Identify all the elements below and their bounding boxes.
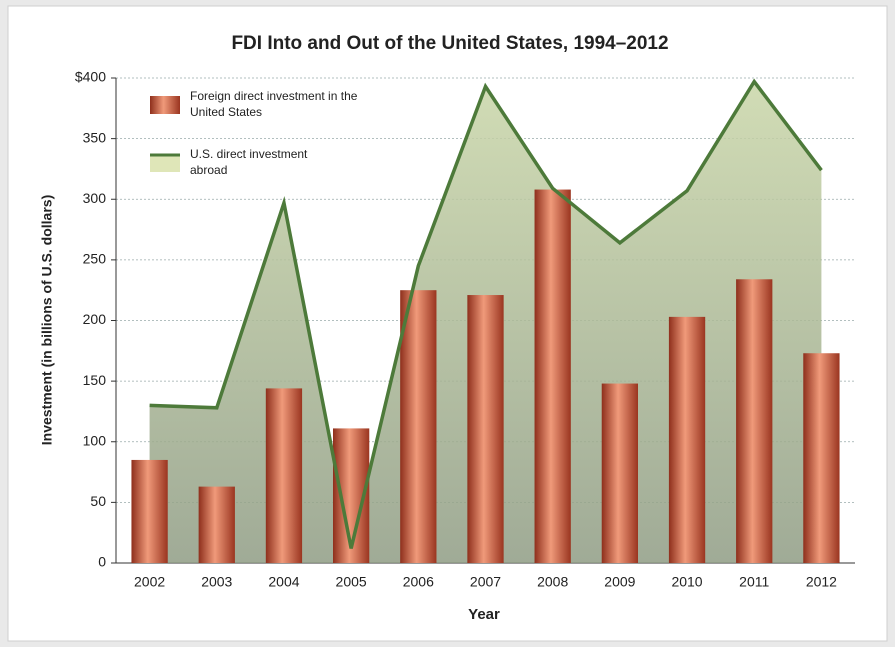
line [149, 78, 823, 549]
bar [534, 189, 571, 564]
x-tick-label: 2007 [470, 574, 501, 590]
y-tick-label: 300 [83, 190, 107, 206]
x-axis-label: Year [468, 606, 500, 623]
chart-title: FDI Into and Out of the United States, 1… [231, 33, 668, 54]
bar [198, 486, 235, 563]
x-tick-label: 2005 [336, 574, 367, 590]
x-tick-label: 2004 [268, 574, 299, 590]
bar [265, 388, 303, 563]
y-tick-label: 350 [83, 129, 107, 145]
x-tick-label: 2012 [806, 574, 837, 590]
y-tick-label: 100 [83, 432, 107, 448]
bar [803, 353, 840, 563]
y-tick-label: 250 [83, 251, 107, 267]
x-tick-label: 2011 [739, 574, 769, 590]
x-tick-label: 2009 [604, 574, 635, 590]
bar [467, 295, 504, 563]
y-tick-label: 50 [90, 493, 106, 509]
y-tick-label: $400 [75, 69, 106, 85]
bar [601, 383, 639, 563]
x-tick-label: 2003 [201, 574, 232, 590]
legend-label-box: Foreign direct investment in the United … [190, 89, 358, 119]
legend-swatch [150, 154, 180, 172]
bar [668, 316, 706, 563]
y-tick-label: 200 [83, 311, 107, 327]
y-axis-label: Investment (in billions of U.S. dollars) [39, 195, 55, 445]
y-tick-label: 150 [83, 372, 107, 388]
bar [131, 459, 168, 563]
bar [736, 279, 773, 563]
legend-label: Foreign direct investment in the United … [190, 89, 358, 119]
x-tick-label: 2008 [537, 574, 568, 590]
legend-label-box: U.S. direct investment abroad [190, 147, 308, 177]
bar [400, 290, 437, 563]
x-tick-label: 2006 [403, 574, 434, 590]
legend-swatch [150, 96, 180, 114]
x-tick-label: 2010 [671, 574, 702, 590]
x-tick-label: 2002 [134, 574, 165, 590]
legend-label: U.S. direct investment abroad [190, 147, 308, 177]
y-tick-label: 0 [98, 554, 106, 570]
